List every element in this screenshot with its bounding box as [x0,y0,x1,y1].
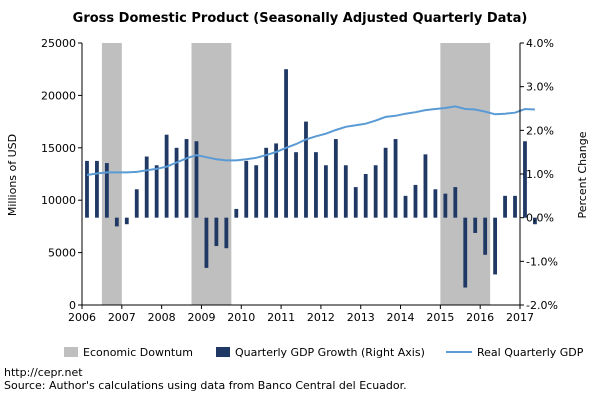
growth-bar [124,217,129,225]
x-tick-label: 2011 [267,311,295,324]
growth-bar [244,160,249,218]
growth-bars [85,69,537,288]
legend-label-downturn: Economic Downtum [83,346,193,359]
left-tick-label: 20000 [41,89,76,102]
growth-bar [314,152,318,218]
growth-bar [403,195,408,218]
x-tick-label: 2013 [347,311,375,324]
legend-label-growth: Quarterly GDP Growth (Right Axis) [235,346,425,359]
source-url: http://cepr.net [4,366,83,379]
growth-bar [274,143,279,218]
growth-bar [95,160,99,218]
growth-bar [194,141,199,218]
right-tick-label: 2.0% [526,124,554,137]
growth-bar [164,134,169,218]
x-tick-label: 2012 [307,311,335,324]
growth-bar [443,193,448,218]
legend: Economic Downtum Quarterly GDP Growth (R… [64,346,584,359]
growth-bar [333,139,338,218]
growth-bar [363,174,368,218]
growth-bar [453,187,458,218]
legend-swatch-growth [216,347,230,357]
growth-bar [154,165,159,218]
growth-bar [353,187,358,218]
x-tick-label: 2010 [227,311,255,324]
growth-bar [513,195,517,218]
x-tick-label: 2007 [108,311,136,324]
growth-bar [463,217,468,288]
growth-bar [104,163,109,218]
growth-bar [284,69,288,218]
gdp-line [86,105,535,176]
left-tick-label: 10000 [41,194,76,207]
growth-bar [214,217,219,247]
right-tick-label: -2.0% [526,299,558,312]
growth-bar [304,121,308,218]
growth-bar [323,165,328,218]
growth-bar [134,189,139,218]
x-tick-label: 2016 [466,311,494,324]
growth-bar [224,217,229,249]
growth-bar [264,147,269,218]
growth-bar [85,160,89,218]
left-axis-label: Millions of USD [6,134,19,216]
right-axis-label: Percent Change [576,131,589,218]
left-tick-label: 15000 [41,142,76,155]
right-tick-label: 1.0% [526,168,554,181]
growth-bar [343,165,348,218]
gdp-line-path [86,105,535,176]
growth-bar [383,147,388,218]
source-note: Source: Author's calculations using data… [4,379,407,392]
x-tick-label: 2008 [148,311,176,324]
right-tick-label: 3.0% [526,81,554,94]
left-tick-label: 25000 [41,37,76,50]
left-axis-ticks: 0 5000 10000 15000 20000 25000 [41,37,82,312]
recession-band-1 [101,43,122,305]
growth-bar [483,217,488,255]
right-tick-label: 0.0% [526,212,554,225]
legend-label-gdp: Real Quarterly GDP [477,346,584,359]
growth-bar [423,154,428,218]
x-tick-label: 2017 [506,311,534,324]
growth-bar [254,165,259,218]
growth-bar [144,156,149,218]
growth-bar [174,147,179,218]
growth-bar [114,217,119,227]
growth-bar [393,139,398,218]
x-tick-label: 2006 [68,311,96,324]
right-tick-label: -1.0% [526,255,558,268]
growth-bar [493,217,498,275]
x-tick-label: 2015 [426,311,454,324]
growth-bar [473,217,478,233]
right-tick-label: 4.0% [526,37,554,50]
left-tick-label: 5000 [48,247,76,260]
growth-bar [503,195,507,218]
x-tick-label: 2009 [187,311,215,324]
growth-bar [413,184,418,218]
x-axis-ticks: 2006 2007 2008 2009 2010 2011 2012 2013 2014 2015… [68,305,534,324]
growth-bar [433,189,438,218]
growth-bar [184,139,189,218]
legend-swatch-downturn [64,347,78,357]
growth-bar [204,217,209,268]
growth-bar [523,141,527,218]
growth-bar [234,208,239,218]
x-tick-label: 2014 [387,311,415,324]
right-axis-ticks: -2.0% -1.0% 0.0% 1.0% 2.0% 3.0% 4.0% [520,37,558,312]
growth-bar [373,165,378,218]
growth-bar [533,217,537,225]
growth-bar [294,152,298,218]
chart-title: Gross Domestic Product (Seasonally Adjus… [73,11,528,26]
left-tick-label: 0 [69,299,76,312]
